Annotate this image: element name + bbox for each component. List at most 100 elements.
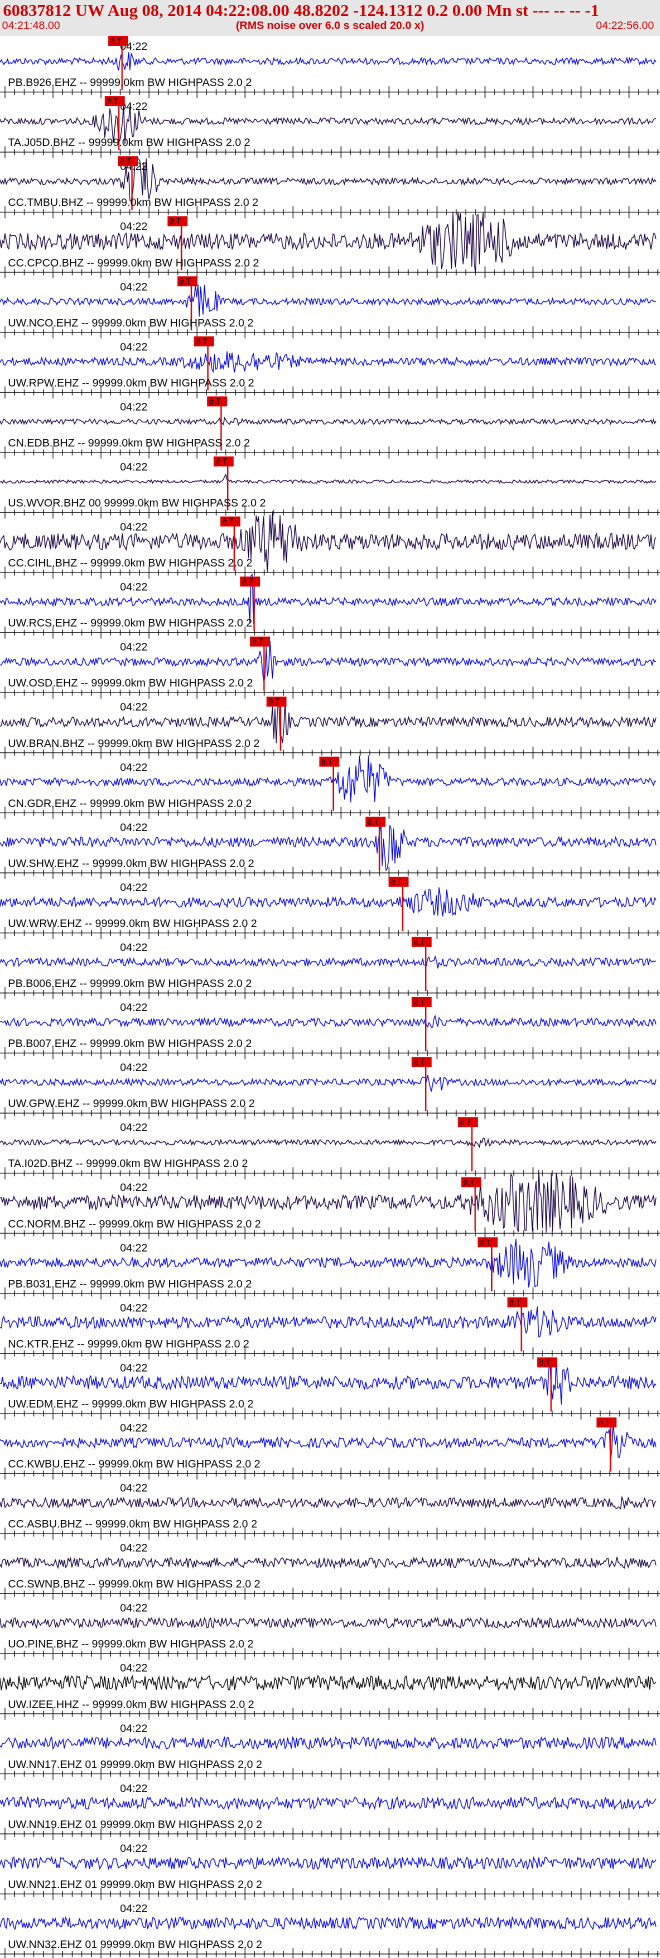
time-mark-label: 04:22 xyxy=(120,642,148,654)
pick-label: ϑ.T xyxy=(252,638,264,647)
pick-marker xyxy=(507,1297,528,1308)
trace-row: 04:22 ϑ.T CC.CIHL.BHZ -- 99999.0km BW HIGH… xyxy=(0,511,660,579)
pick-marker xyxy=(457,1117,478,1128)
waveform xyxy=(0,887,657,917)
pick-label: ϑ.T xyxy=(368,818,380,827)
pick-marker xyxy=(411,997,432,1007)
time-mark-label: 04:22 xyxy=(120,1242,148,1254)
station-label: UW.BRAN.BHZ -- 99999.0km BW HIGHPASS 2.0… xyxy=(8,738,260,750)
station-label: CC.ASBU.BHZ -- 99999.0km BW HIGHPASS 2.0… xyxy=(8,1519,257,1531)
time-mark-label: 04:22 xyxy=(120,522,148,534)
start-time: 04:21:48.00 xyxy=(2,20,61,32)
event-title: 60837812 UW Aug 08, 2014 04:22:08.00 48.… xyxy=(3,1,600,20)
station-label: UW.GPW.EHZ -- 99999.0km BW HIGHPASS 2.0 … xyxy=(8,1098,255,1110)
pick-marker xyxy=(411,1057,432,1068)
trace-row: 04:22 CC.SWNB.BHZ -- 99999.0km BW HIGHPAS… xyxy=(0,1543,660,1600)
pick-label: ϑ.T xyxy=(539,1358,551,1367)
trace-row: 04:22 ϑ.T CC.CPCO.BHZ -- 99999.0km BW HIGH… xyxy=(0,211,660,279)
trace-row: 04:22 ϑ.T UW.OSD.EHZ -- 99999.0km BW HIGHP… xyxy=(0,636,660,699)
pick-marker xyxy=(118,156,138,167)
time-mark-label: 04:22 xyxy=(120,341,148,353)
trace-row: 04:22 ϑ.T PB.B031.EHZ -- 99999.0km BW HIGH… xyxy=(0,1237,660,1300)
time-mark-label: 04:22 xyxy=(120,942,148,954)
station-label: PB.B007.EHZ -- 99999.0km BW HIGHPASS 2.0… xyxy=(8,1038,252,1050)
time-mark-label: 04:22 xyxy=(120,1302,148,1314)
trace-row: 04:22 ϑ.T CN.GDR.EHZ -- 99999.0km BW HIGHP… xyxy=(0,755,660,819)
waveform xyxy=(0,1423,657,1459)
station-label: TA.J05D.BHZ -- 99999.0km BW HIGHPASS 2.0… xyxy=(8,137,250,149)
station-label: CN.GDR.EHZ -- 99999.0km BW HIGHPASS 2.0 … xyxy=(8,798,252,810)
time-mark-label: 04:22 xyxy=(120,1002,148,1014)
time-mark-label: 04:22 xyxy=(120,221,148,233)
waveform xyxy=(0,1074,657,1092)
trace-row: 04:22 ϑ.T UW.WRW.EHZ -- 99999.0km BW HIGHP… xyxy=(0,876,660,939)
waveform xyxy=(0,640,657,682)
trace-row: 04:22 ϑ.T US.WVOR.BHZ 00 99999.0km BW HIGH… xyxy=(0,456,660,519)
station-label: US.WVOR.BHZ 00 99999.0km BW HIGHPASS 2.0… xyxy=(8,498,266,510)
station-label: UW.NN21.EHZ 01 99999.0km BW HIGHPASS 2.0… xyxy=(8,1879,262,1891)
pick-marker xyxy=(220,516,241,527)
trace-row: 04:22 ϑ.T PB.B006.EHZ -- 99999.0km BW HIGH… xyxy=(0,936,660,999)
time-mark-label: 04:22 xyxy=(120,702,148,714)
station-label: UW.NCO.EHZ -- 99999.0km BW HIGHPASS 2.0 … xyxy=(8,317,254,329)
time-mark-label: 04:22 xyxy=(120,1483,148,1495)
waveform xyxy=(0,1496,657,1510)
station-label: PB.B031.EHZ -- 99999.0km BW HIGHPASS 2.0… xyxy=(8,1278,252,1290)
station-label: UW.NN19.EHZ 01 99999.0km BW HIGHPASS 2.0… xyxy=(8,1819,262,1831)
header-bar: 60837812 UW Aug 08, 2014 04:22:08.00 48.… xyxy=(0,0,660,36)
time-mark-label: 04:22 xyxy=(120,1843,148,1855)
pick-marker xyxy=(193,336,214,347)
waveform xyxy=(0,416,657,427)
station-label: UW.RCS.EHZ -- 99999.0km BW HIGHPASS 2.0 … xyxy=(8,618,252,630)
pick-marker xyxy=(319,756,340,767)
pick-marker xyxy=(596,1417,617,1428)
station-label: UW.EDM.EHZ -- 99999.0km BW HIGHPASS 2.0 … xyxy=(8,1398,254,1410)
station-label: UW.IZEE.HHZ -- 99999.0km BW HIGHPASS 2.0… xyxy=(8,1699,254,1711)
time-mark-label: 04:22 xyxy=(120,1182,148,1194)
station-label: UW.NN17.EHZ 01 99999.0km BW HIGHPASS 2.0… xyxy=(8,1759,262,1771)
station-label: CC.CPCO.BHZ -- 99999.0km BW HIGHPASS 2.0… xyxy=(8,257,259,269)
trace-row: 04:22 ϑ.T UW.RCS.EHZ -- 99999.0km BW HIGHP… xyxy=(0,573,660,639)
pick-marker xyxy=(461,1177,482,1188)
station-label: CC.SWNB.BHZ -- 99999.0km BW HIGHPASS 2.0… xyxy=(8,1579,260,1591)
trace-row: 04:22 UW.NN19.EHZ 01 99999.0km BW HIGHPAS… xyxy=(0,1783,660,1840)
trace-row: 04:22 ϑ.T UW.RPW.EHZ -- 99999.0km BW HIGHP… xyxy=(0,336,660,399)
pick-label: ϑ.T xyxy=(599,1418,611,1427)
pick-marker xyxy=(477,1237,498,1248)
waveform xyxy=(0,1735,657,1751)
waveform xyxy=(0,1795,657,1811)
trace-row: 04:22ϑ.TCC.TMBU.BHZ -- 99999.0km BW HIGH… xyxy=(0,156,660,219)
pick-marker xyxy=(365,816,386,827)
time-mark-label: 04:22 xyxy=(120,1422,148,1434)
station-label: PB.B006.EHZ -- 99999.0km BW HIGHPASS 2.0… xyxy=(8,978,252,990)
pick-marker xyxy=(240,576,261,587)
trace-row: 04:22 ϑ.T UW.BRAN.BHZ -- 99999.0km BW HIGH… xyxy=(0,696,660,759)
pick-label: ϑ.T xyxy=(414,938,426,947)
pick-marker xyxy=(167,216,188,227)
pick-label: ϑ.T xyxy=(222,518,234,527)
station-label: CC.KWBU.EHZ -- 99999.0km BW HIGHPASS 2.0… xyxy=(8,1459,260,1471)
pick-label: ϑ.T xyxy=(196,337,208,346)
time-mark-label: 04:22 xyxy=(120,1663,148,1675)
trace-row: 04:22 UW.NN32.EHZ 01 99999.0km BW HIGHPAS… xyxy=(0,1903,660,1958)
waveform xyxy=(0,1359,657,1405)
station-label: CC.TMBU.BHZ -- 99999.0km BW HIGHPASS 2.0… xyxy=(8,197,258,209)
waveform xyxy=(0,1014,657,1028)
pick-label: ϑ.T xyxy=(170,217,182,226)
time-mark-label: 04:22 xyxy=(120,582,148,594)
pick-marker xyxy=(266,696,287,707)
waveform xyxy=(0,284,657,317)
pick-label: ϑ.T xyxy=(480,1238,492,1247)
station-label: CN.EDB.BHZ -- 99999.0km BW HIGHPASS 2.0 … xyxy=(8,437,250,449)
waveform xyxy=(0,473,657,485)
trace-row: 04:22 ϑ.T UW.NCO.EHZ -- 99999.0km BW HIGHP… xyxy=(0,276,660,339)
pick-label: ϑ.T xyxy=(391,878,403,887)
waveform xyxy=(0,1238,657,1288)
pick-marker xyxy=(108,36,129,46)
trace-row: 04:22 CC.ASBU.BHZ -- 99999.0km BW HIGHPAS… xyxy=(0,1483,660,1540)
waveform xyxy=(0,351,657,374)
pick-marker xyxy=(213,456,234,467)
pick-label: ϑ.T xyxy=(414,1058,426,1067)
trace-row: 04:22 UW.IZEE.HHZ -- 99999.0km BW HIGHPAS… xyxy=(0,1663,660,1720)
pick-marker xyxy=(388,876,409,887)
